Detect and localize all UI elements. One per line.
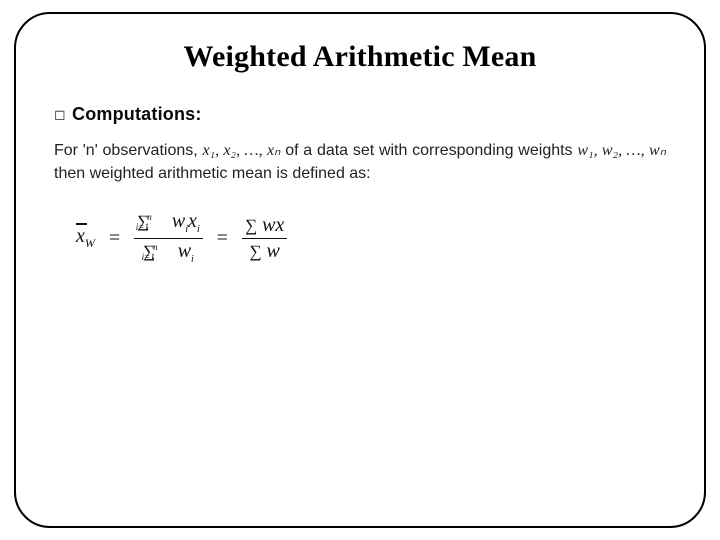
frac2-bar [242, 238, 287, 239]
frac1-bar [134, 238, 203, 239]
formula: xW = ∑ni=1 wixi ∑ni=1 wi = ∑ wx ∑ w [76, 211, 666, 265]
equals-2: = [217, 227, 228, 250]
subheading-text: Computations: [72, 104, 202, 125]
frac2-denominator: ∑ w [246, 241, 282, 262]
xbar-symbol: x [76, 225, 85, 247]
lhs-subscript: W [85, 236, 95, 250]
slide-frame: Weighted Arithmetic Mean ◻ Computations:… [14, 12, 706, 528]
frac1-denominator: ∑ni=1 wi [140, 241, 197, 266]
subheading-row: ◻ Computations: [54, 104, 666, 125]
bullet-icon: ◻ [54, 110, 66, 122]
lhs: xW [76, 225, 95, 251]
fraction-1: ∑ni=1 wixi ∑ni=1 wi [134, 211, 203, 265]
frac1-numerator: ∑ni=1 wixi [134, 211, 203, 236]
slide-title: Weighted Arithmetic Mean [54, 40, 666, 74]
para-mid: of a data set with corresponding weights [285, 142, 577, 159]
body-paragraph: For 'n' observations, x₁, x₂, …, xₙ of a… [54, 139, 666, 185]
para-prefix: For 'n' observations, [54, 142, 202, 159]
equals-1: = [109, 227, 120, 250]
fraction-2: ∑ wx ∑ w [242, 215, 287, 262]
para-suffix: then weighted arithmetic mean is defined… [54, 165, 371, 182]
observation-sequence: x₁, x₂, …, xₙ [202, 142, 280, 159]
weight-sequence: w₁, w₂, …, wₙ [577, 142, 666, 159]
frac2-numerator: ∑ wx [242, 215, 287, 236]
